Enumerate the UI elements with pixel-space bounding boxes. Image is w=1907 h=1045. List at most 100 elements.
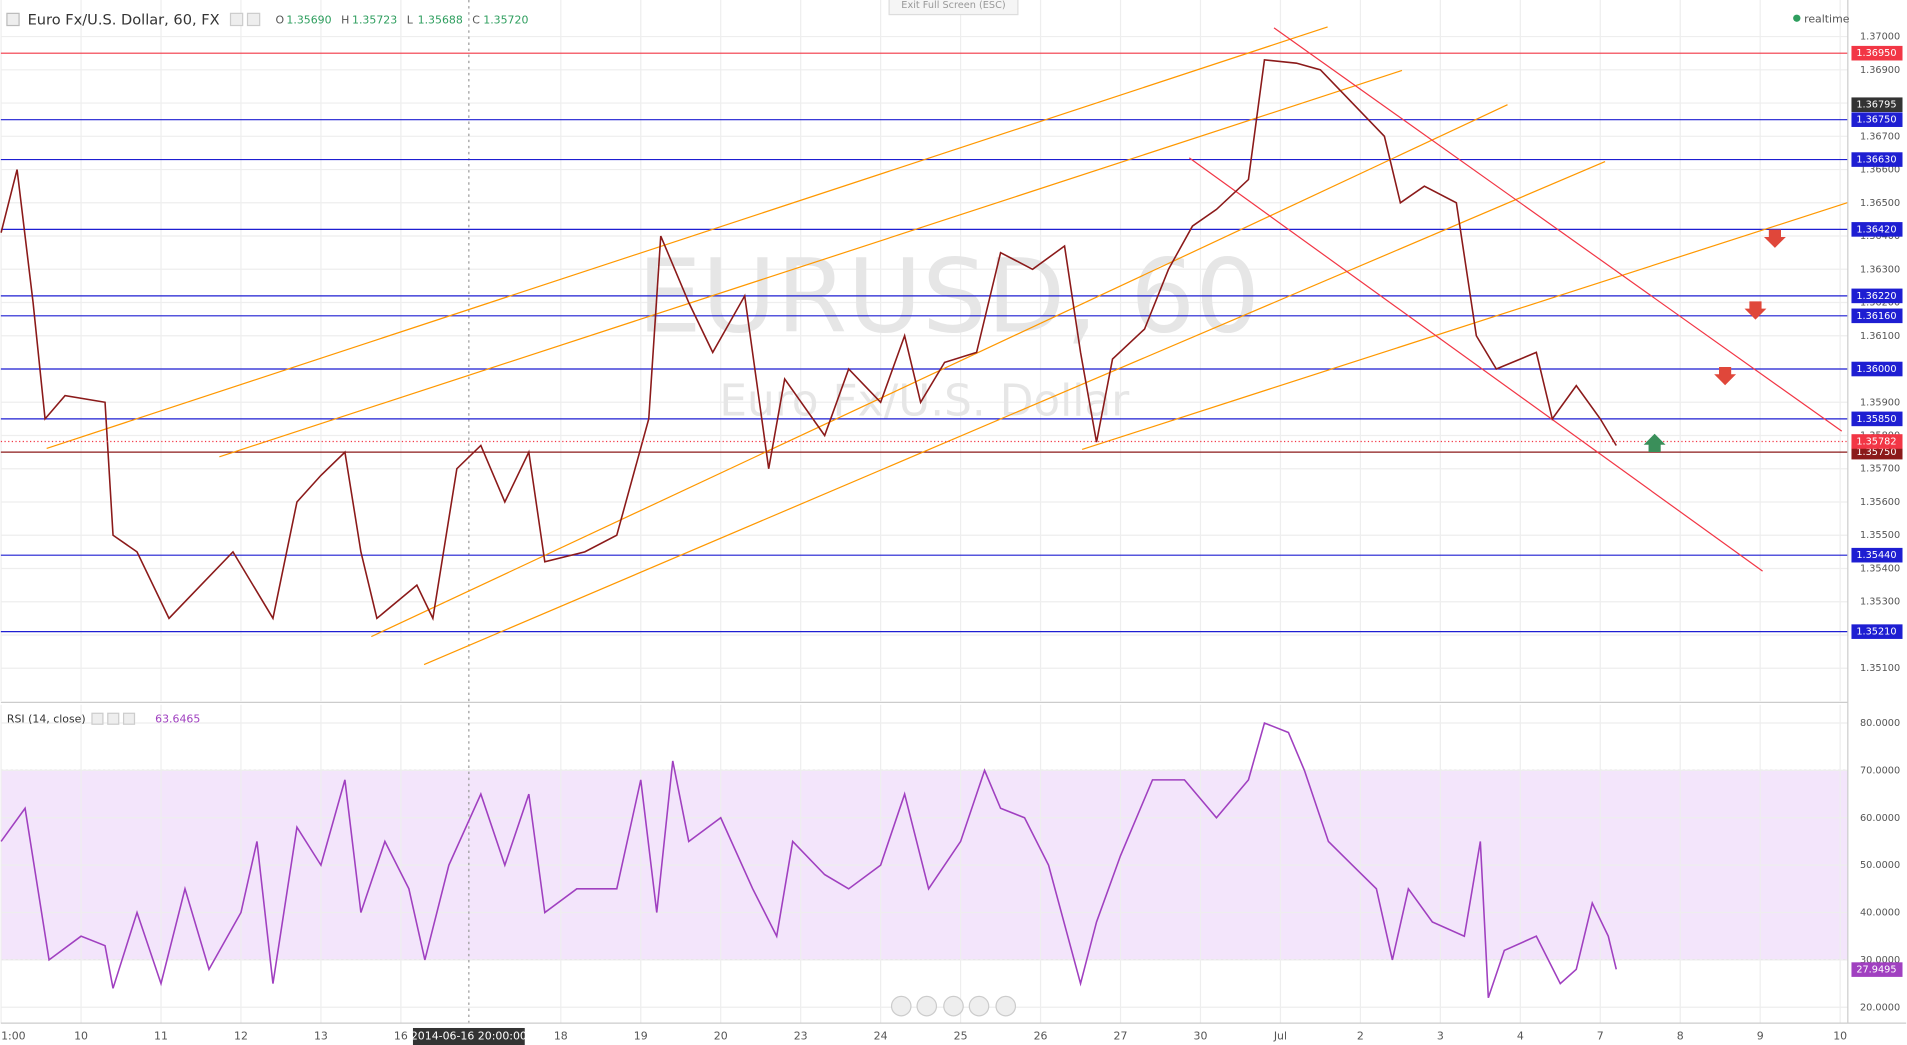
y-tick-label: 1.35600: [1860, 497, 1900, 508]
series-line: [0, 58, 1617, 621]
y-tick-label: 1.35100: [1860, 663, 1900, 674]
y-tick-label: 20.0000: [1860, 1002, 1900, 1013]
x-tick-label: 25: [954, 1029, 968, 1042]
y-tick-label: 1.36300: [1860, 264, 1900, 275]
x-tick-label: 8: [1677, 1029, 1684, 1042]
y-tick-label: 1.35700: [1860, 464, 1900, 475]
sell-arrow: [1763, 229, 1786, 248]
icon[interactable]: [107, 712, 120, 725]
crosshair-date: 2014-06-16 20:00:00: [411, 1029, 527, 1042]
y-tick-label: 80.0000: [1860, 718, 1900, 729]
icon[interactable]: [229, 12, 244, 27]
trend-line: [219, 69, 1403, 458]
level-label: 1.35850: [1856, 414, 1896, 425]
x-tick-label: 24: [874, 1029, 888, 1042]
level-label-box: [1851, 152, 1903, 167]
ohlc-name: L: [407, 14, 414, 27]
level-label-box: [1851, 288, 1903, 304]
x-tick-label: 13: [314, 1029, 328, 1042]
ohlc-name: H: [341, 14, 349, 27]
y-tick-label: 1.37000: [1860, 32, 1900, 43]
icon[interactable]: [91, 712, 104, 725]
x-tick-label: 10: [1833, 1029, 1847, 1042]
y-tick-label: 30.0000: [1860, 955, 1900, 966]
level-label: 1.35440: [1856, 550, 1896, 561]
icon[interactable]: [246, 12, 261, 27]
y-tick-label: 70.0000: [1860, 765, 1900, 776]
x-tick-label: 19: [634, 1029, 648, 1042]
symbol-title: Euro Fx/U.S. Dollar, 60, FX: [28, 12, 220, 29]
ohlc-name: C: [472, 14, 480, 27]
x-tick-label: 16: [394, 1029, 408, 1042]
x-tick-label: 9: [1757, 1029, 1764, 1042]
ohlc: O 1.35690 H 1.35723 L 1.35688 C 1.35720: [275, 14, 528, 27]
x-tick-label: 4: [1517, 1029, 1524, 1042]
y-tick-label: 1.36600: [1860, 165, 1900, 176]
y-tick-label: 1.35300: [1860, 597, 1900, 608]
x-tick-label: 23: [794, 1029, 808, 1042]
x-tick-label: 1:00: [1, 1029, 26, 1042]
ohlc-value: 1.35690: [286, 14, 331, 27]
rsi-last-label-box: [1851, 962, 1903, 977]
x-tick-label: 18: [554, 1029, 568, 1042]
level-label: 1.36420: [1856, 224, 1896, 235]
x-tick-label: 12: [234, 1029, 248, 1042]
level-label: 1.36160: [1856, 311, 1896, 322]
level-label-box: [1851, 45, 1903, 61]
level-label-box: [1851, 411, 1903, 427]
level-label: 1.36950: [1856, 48, 1896, 59]
trend-line: [1188, 157, 1763, 572]
level-label-box: [1851, 547, 1903, 563]
rsi-last-label: 27.9495: [1856, 965, 1896, 976]
x-tick-label: 10: [74, 1029, 88, 1042]
plot: [0, 0, 1849, 1024]
y-tick-label: 40.0000: [1860, 908, 1900, 919]
grid: [0, 0, 1848, 1024]
arrows: [1643, 229, 1786, 453]
crosshair-price-label-box: [1851, 97, 1903, 113]
x-tick-label: 2: [1357, 1029, 1364, 1042]
level-label-box: [1851, 624, 1903, 639]
watermark: EURUSD, 60: [637, 238, 1260, 357]
scroll-left[interactable]: [890, 995, 912, 1017]
icon[interactable]: [6, 12, 20, 27]
fullscreen-button[interactable]: [888, 0, 1019, 16]
level-label-box: [1851, 112, 1903, 127]
ohlc-name: O: [275, 14, 284, 27]
buy-arrow: [1643, 433, 1666, 453]
last-price-label-box: [1851, 434, 1903, 449]
ohlc-value: 1.35720: [483, 14, 528, 27]
series-line: [0, 721, 1618, 999]
y-tick-label: 1.36900: [1860, 65, 1900, 76]
trend-line: [46, 26, 1328, 450]
level-label: 1.35210: [1856, 627, 1896, 638]
zoom-out[interactable]: [916, 995, 938, 1017]
rsi-current: 63.6465: [155, 712, 200, 725]
y-tick-label: 1.35900: [1860, 397, 1900, 408]
icon[interactable]: [122, 712, 136, 725]
trend-line: [1273, 27, 1843, 432]
level-label-box: [1851, 308, 1903, 324]
zoom-in[interactable]: [968, 995, 990, 1017]
reset[interactable]: [943, 995, 964, 1017]
last-price-label: 1.35782: [1856, 436, 1896, 447]
trend-line: [423, 161, 1606, 666]
crosshair-price-label: 1.36795: [1856, 100, 1896, 111]
level-label: 1.36630: [1856, 155, 1896, 166]
x-tick-label: 30: [1194, 1029, 1208, 1042]
x-tick-label: 7: [1597, 1029, 1604, 1042]
ohlc-value: 1.35723: [352, 14, 397, 27]
y-tick-label: 1.36100: [1860, 331, 1900, 342]
zoom-controls: [890, 995, 1017, 1017]
status: realtime: [1804, 12, 1850, 25]
trend-line: [1081, 201, 1849, 451]
fullscreen-label[interactable]: Exit Full Screen (ESC): [901, 0, 1005, 11]
y-tick-label: 1.35500: [1860, 530, 1900, 541]
x-tick-label: Jul: [1273, 1029, 1287, 1042]
level-label: 1.36220: [1856, 291, 1896, 302]
crosshair-date-box: [412, 1027, 525, 1045]
level-label: 1.36750: [1856, 115, 1896, 126]
y-tick-label: 50.0000: [1860, 860, 1900, 871]
scroll-right[interactable]: [995, 995, 1017, 1017]
